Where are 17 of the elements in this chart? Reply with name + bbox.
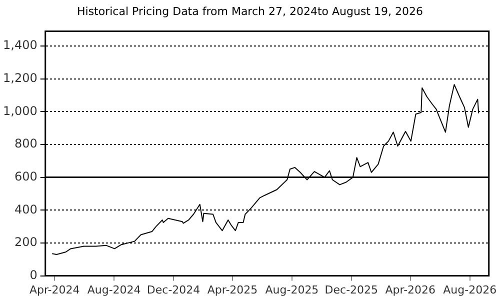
chart-title: Historical Pricing Data from March 27, 2024to August 19, 2026 — [76, 4, 424, 20]
y-tick-label: 1,400 — [2, 38, 38, 52]
x-tick-label: Apr-2025 — [207, 283, 258, 296]
y-tick-label: 200 — [14, 235, 38, 250]
y-tick-label: 600 — [14, 169, 38, 184]
y-tick-label: 400 — [14, 202, 38, 216]
y-tick-label: 1,200 — [2, 70, 38, 85]
x-tick-label: Dec-2024 — [146, 283, 200, 296]
x-tick-label: Aug-2024 — [87, 283, 141, 296]
y-tick-label: 1,000 — [2, 104, 38, 118]
x-tick-label: Dec-2025 — [324, 283, 378, 296]
x-tick-label: Apr-2026 — [385, 283, 436, 296]
x-tick-label: Aug-2026 — [443, 283, 497, 296]
x-tick-label: Apr-2024 — [29, 283, 80, 296]
y-tick-label: 800 — [14, 136, 38, 151]
x-tick-label: Aug-2025 — [265, 283, 319, 296]
y-tick-label: 0 — [30, 268, 38, 282]
